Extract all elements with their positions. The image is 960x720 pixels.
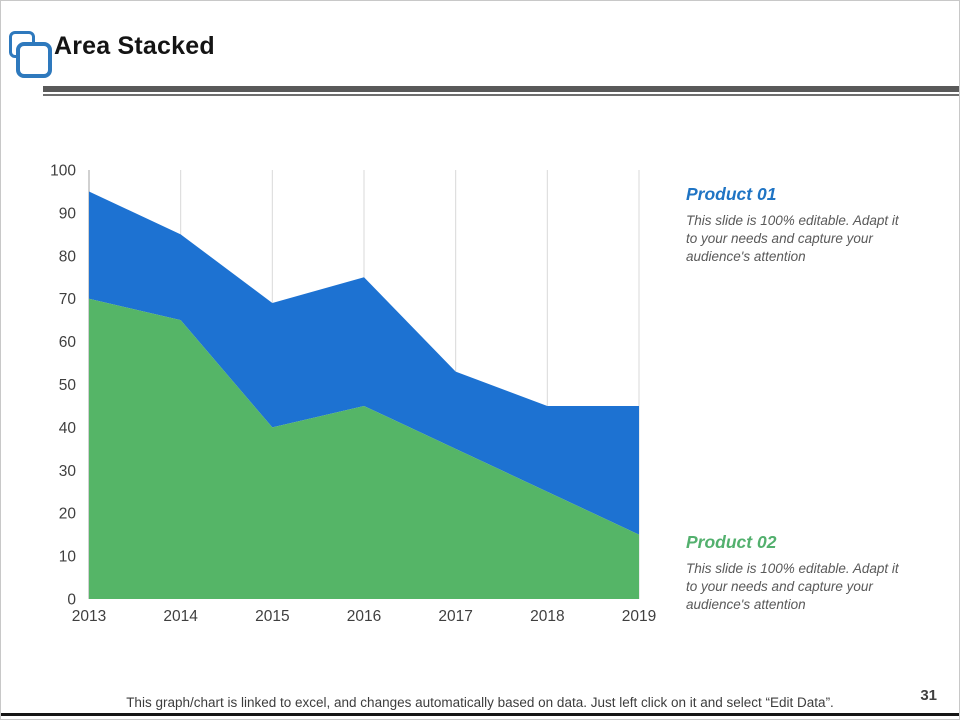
header-divider-thin: [43, 94, 959, 96]
x-tick-label: 2016: [347, 608, 381, 625]
x-tick-label: 2014: [163, 608, 198, 625]
footer-note: This graph/chart is linked to excel, and…: [126, 695, 834, 710]
y-tick-label: 60: [59, 334, 77, 351]
area-product-02: [89, 298, 639, 599]
product-02-heading: Product 02: [686, 532, 777, 552]
x-tick-label: 2018: [530, 608, 564, 625]
product-02-description: This slide is 100% editable. Adapt it to…: [686, 561, 899, 612]
product-01-block: Product 01 This slide is 100% editable. …: [686, 184, 918, 266]
header-divider-thick: [43, 86, 959, 92]
x-tick-label: 2015: [255, 608, 289, 625]
y-tick-label: 20: [59, 506, 77, 523]
area-product-01: [89, 191, 639, 535]
product-01-description: This slide is 100% editable. Adapt it to…: [686, 213, 899, 264]
y-tick-label: 100: [50, 163, 76, 180]
bottom-border-rule: [1, 713, 959, 716]
y-tick-label: 40: [59, 420, 77, 437]
page-title: Area Stacked: [54, 32, 215, 60]
y-tick-label: 10: [59, 549, 77, 566]
x-tick-label: 2013: [72, 608, 106, 625]
page-number: 31: [920, 687, 937, 704]
overlapping-squares-icon: [7, 29, 52, 78]
y-tick-label: 90: [59, 205, 77, 222]
y-tick-label: 80: [59, 248, 77, 265]
y-tick-label: 0: [67, 592, 76, 609]
y-tick-label: 30: [59, 463, 77, 480]
x-tick-label: 2017: [438, 608, 472, 625]
x-tick-label: 2019: [622, 608, 656, 625]
product-01-heading: Product 01: [686, 184, 777, 204]
overlapping-squares-icon-large: [16, 42, 52, 78]
y-tick-label: 50: [59, 377, 77, 394]
product-02-block: Product 02 This slide is 100% editable. …: [686, 532, 918, 614]
y-tick-label: 70: [59, 291, 77, 308]
